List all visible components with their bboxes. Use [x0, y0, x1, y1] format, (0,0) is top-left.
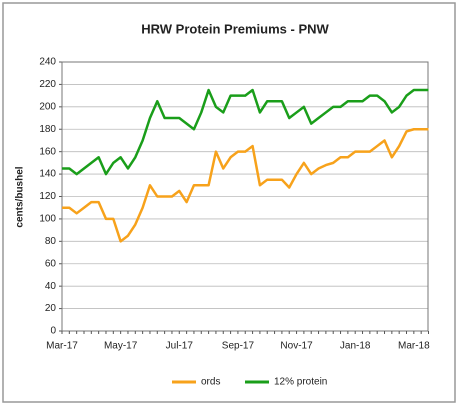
legend-label: ords — [201, 377, 220, 388]
y-tick-label: 220 — [39, 79, 56, 90]
legend-label: 12% protein — [274, 377, 327, 388]
series-line — [62, 128, 429, 243]
y-tick-label: 80 — [45, 236, 57, 247]
x-tick-label: Mar-17 — [46, 341, 78, 352]
y-axis-label: cents/bushel — [15, 166, 26, 227]
y-tick-label: 120 — [39, 191, 56, 202]
y-tick-label: 140 — [39, 169, 56, 180]
x-tick-label: Jan-18 — [340, 341, 371, 352]
frame — [2, 2, 456, 403]
y-tick-label: 200 — [39, 101, 56, 112]
y-tick-label: 240 — [39, 57, 56, 68]
y-tick-label: 100 — [39, 214, 56, 225]
x-tick-label: Nov-17 — [280, 341, 313, 352]
y-tick-label: 20 — [45, 303, 57, 314]
y-tick-label: 0 — [50, 326, 56, 337]
x-tick-label: Jul-17 — [166, 341, 194, 352]
x-tick-label: May-17 — [104, 341, 138, 352]
y-tick-label: 160 — [39, 146, 56, 157]
x-tick-label: Sep-17 — [222, 341, 255, 352]
y-tick-label: 40 — [45, 281, 57, 292]
y-tick-label: 60 — [45, 258, 57, 269]
series-line — [62, 88, 429, 176]
chart-title: HRW Protein Premiums - PNW — [141, 21, 329, 36]
x-tick-label: Mar-18 — [398, 341, 430, 352]
y-tick-label: 180 — [39, 124, 56, 135]
